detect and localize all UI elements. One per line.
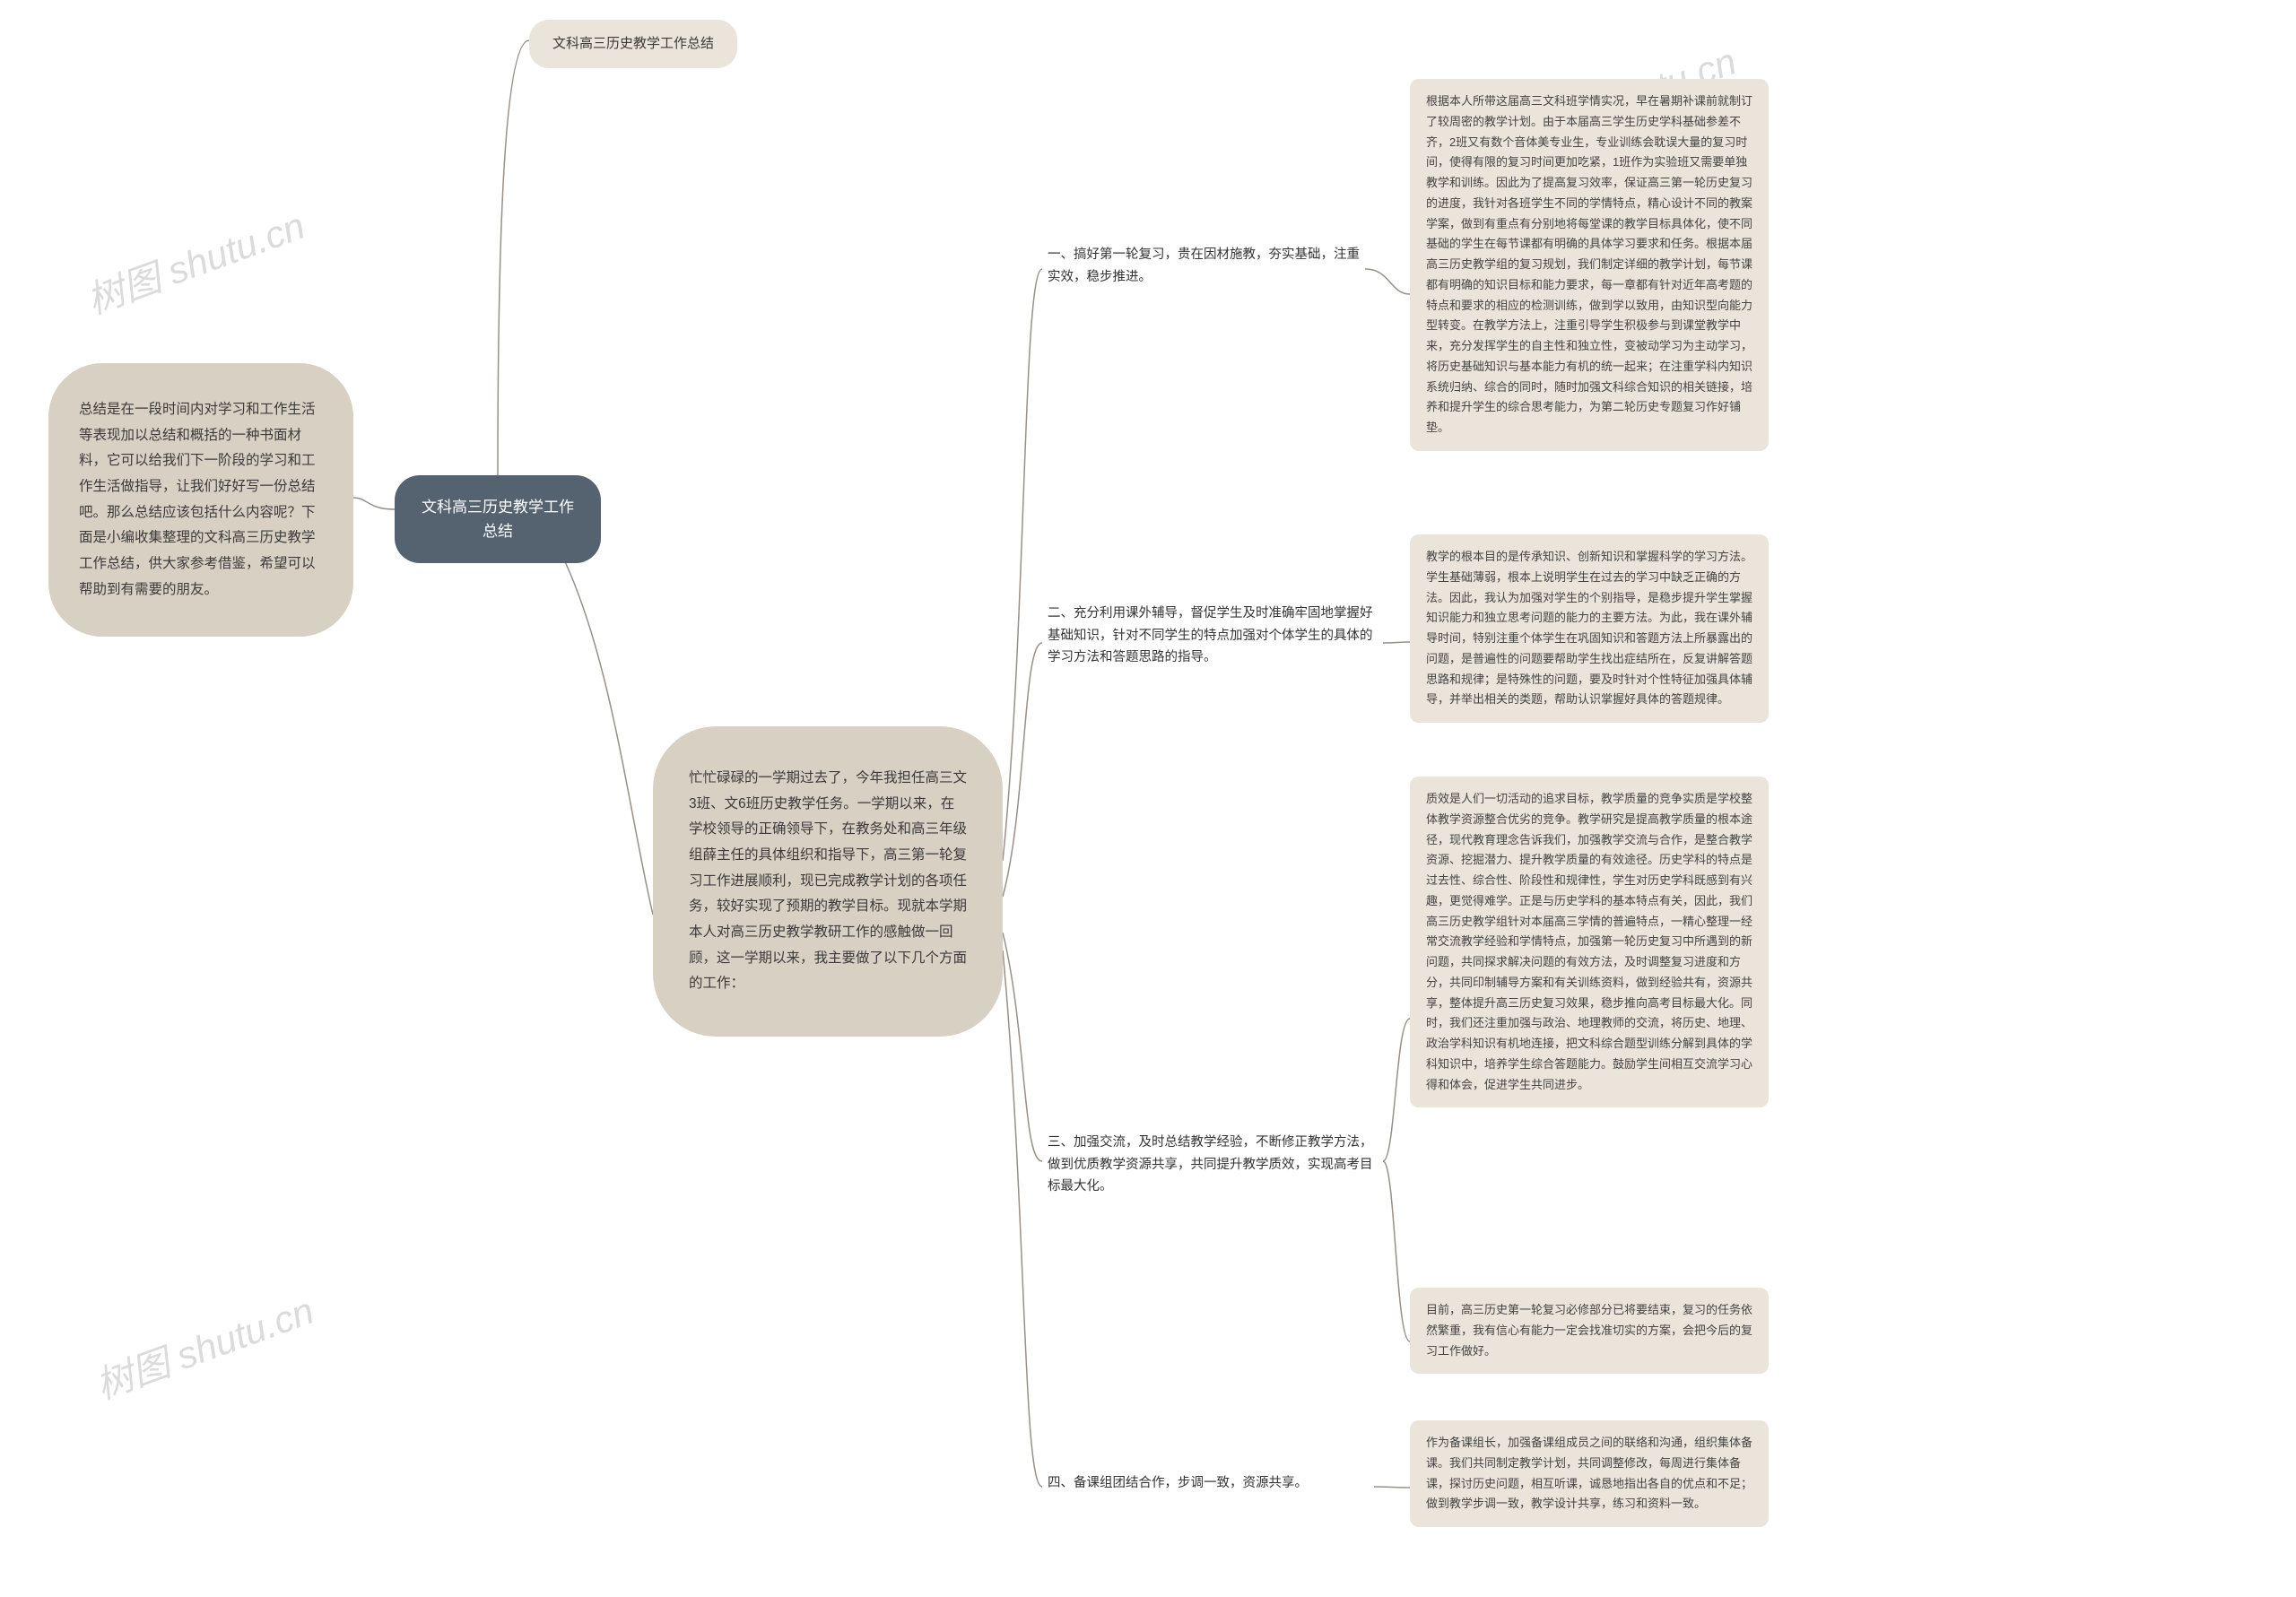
- detail-node-1: 根据本人所带这届高三文科班学情实况，早在暑期补课前就制订了较周密的教学计划。由于…: [1410, 79, 1769, 451]
- intro-node: 总结是在一段时间内对学习和工作生活等表现加以总结和概括的一种书面材料，它可以给我…: [48, 363, 353, 637]
- detail-2-text: 教学的根本目的是传承知识、创新知识和掌握科学的学习方法。学生基础薄弱，根本上说明…: [1426, 550, 1752, 706]
- overview-text: 忙忙碌碌的一学期过去了，今年我担任高三文3班、文6班历史教学任务。一学期以来，在…: [689, 770, 967, 991]
- section-node-3: 三、加强交流，及时总结教学经验，不断修正教学方法，做到优质教学资源共享，共同提升…: [1042, 1130, 1383, 1200]
- section-node-1: 一、搞好第一轮复习，贵在因材施教，夯实基础，注重实效，稳步推进。: [1042, 242, 1365, 290]
- center-text: 文科高三历史教学工作总结: [422, 499, 574, 540]
- detail-4-text: 目前，高三历史第一轮复习必修部分已将要结束，复习的任务依然繁重，我有信心有能力一…: [1426, 1303, 1752, 1358]
- detail-3-text: 质效是人们一切活动的追求目标，教学质量的竞争实质是学校整体教学资源整合优劣的竞争…: [1426, 792, 1752, 1091]
- section-node-4: 四、备课组团结合作，步调一致，资源共享。: [1042, 1471, 1374, 1497]
- detail-1-text: 根据本人所带这届高三文科班学情实况，早在暑期补课前就制订了较周密的教学计划。由于…: [1426, 94, 1752, 434]
- section-2-label: 二、充分利用课外辅导，督促学生及时准确牢固地掌握好基础知识，针对不同学生的特点加…: [1048, 606, 1373, 664]
- title-node: 文科高三历史教学工作总结: [529, 20, 737, 68]
- section-node-2: 二、充分利用课外辅导，督促学生及时准确牢固地掌握好基础知识，针对不同学生的特点加…: [1042, 601, 1383, 671]
- detail-node-5: 作为备课组长，加强备课组成员之间的联络和沟通，组织集体备课。我们共同制定教学计划…: [1410, 1420, 1769, 1527]
- title-text: 文科高三历史教学工作总结: [552, 36, 714, 51]
- detail-node-4: 目前，高三历史第一轮复习必修部分已将要结束，复习的任务依然繁重，我有信心有能力一…: [1410, 1288, 1769, 1374]
- detail-5-text: 作为备课组长，加强备课组成员之间的联络和沟通，组织集体备课。我们共同制定教学计划…: [1426, 1436, 1752, 1510]
- watermark: 树图 shutu.cn: [87, 1280, 320, 1410]
- section-3-label: 三、加强交流，及时总结教学经验，不断修正教学方法，做到优质教学资源共享，共同提升…: [1048, 1135, 1373, 1193]
- section-1-label: 一、搞好第一轮复习，贵在因材施教，夯实基础，注重实效，稳步推进。: [1048, 247, 1360, 284]
- detail-node-2: 教学的根本目的是传承知识、创新知识和掌握科学的学习方法。学生基础薄弱，根本上说明…: [1410, 534, 1769, 723]
- mindmap-connectors: [0, 0, 2296, 1597]
- detail-node-3: 质效是人们一切活动的追求目标，教学质量的竞争实质是学校整体教学资源整合优劣的竞争…: [1410, 777, 1769, 1107]
- overview-node: 忙忙碌碌的一学期过去了，今年我担任高三文3班、文6班历史教学任务。一学期以来，在…: [653, 726, 1003, 1037]
- intro-text: 总结是在一段时间内对学习和工作生活等表现加以总结和概括的一种书面材料，它可以给我…: [79, 402, 316, 597]
- section-4-label: 四、备课组团结合作，步调一致，资源共享。: [1048, 1476, 1308, 1490]
- watermark: 树图 shutu.cn: [78, 195, 311, 325]
- center-node: 文科高三历史教学工作总结: [395, 475, 601, 563]
